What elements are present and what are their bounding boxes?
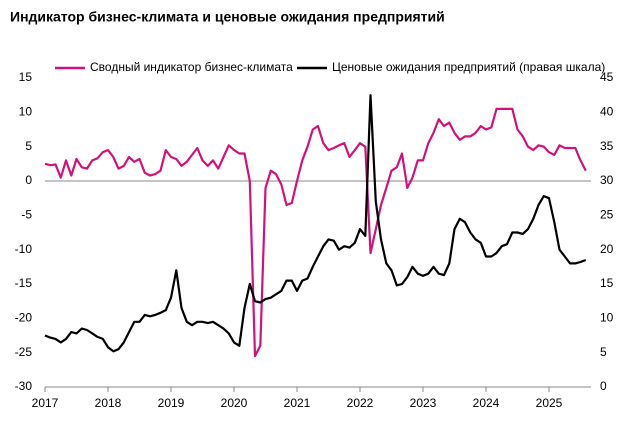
x-tick-label: 2019	[158, 396, 185, 410]
y2-tick-label: 10	[600, 311, 614, 325]
y-tick-label: -25	[15, 345, 33, 359]
x-tick-label: 2018	[95, 396, 122, 410]
y2-tick-label: 15	[600, 276, 614, 290]
y-tick-label: 15	[19, 70, 33, 84]
y-tick-label: -15	[15, 276, 33, 290]
chart-title: Индикатор бизнес-климата и ценовые ожида…	[10, 9, 445, 25]
x-tick-label: 2023	[410, 396, 437, 410]
x-tick-label: 2017	[32, 396, 59, 410]
y2-tick-label: 40	[600, 105, 614, 119]
x-tick-label: 2025	[536, 396, 563, 410]
y-tick-label: 10	[19, 105, 33, 119]
x-tick-label: 2020	[221, 396, 248, 410]
legend-label: Сводный индикатор бизнес-климата	[90, 60, 293, 74]
y-tick-label: -20	[15, 311, 33, 325]
y2-tick-label: 25	[600, 208, 614, 222]
y2-tick-label: 30	[600, 173, 614, 187]
y2-tick-label: 45	[600, 70, 614, 84]
y2-tick-label: 0	[600, 379, 607, 393]
y2-tick-label: 5	[600, 345, 607, 359]
y-tick-label: -30	[15, 379, 33, 393]
x-tick-label: 2021	[284, 396, 311, 410]
y-tick-label: -10	[15, 242, 33, 256]
series-line	[44, 107, 587, 358]
y-tick-label: 5	[25, 139, 32, 153]
legend-label: Ценовые ожидания предприятий (правая шка…	[332, 60, 605, 74]
y2-tick-label: 35	[600, 139, 614, 153]
y-tick-label: 0	[25, 173, 32, 187]
series-line	[44, 94, 587, 353]
y-tick-label: -5	[21, 208, 32, 222]
x-tick-label: 2022	[347, 396, 374, 410]
y2-tick-label: 20	[600, 242, 614, 256]
x-tick-label: 2024	[473, 396, 500, 410]
